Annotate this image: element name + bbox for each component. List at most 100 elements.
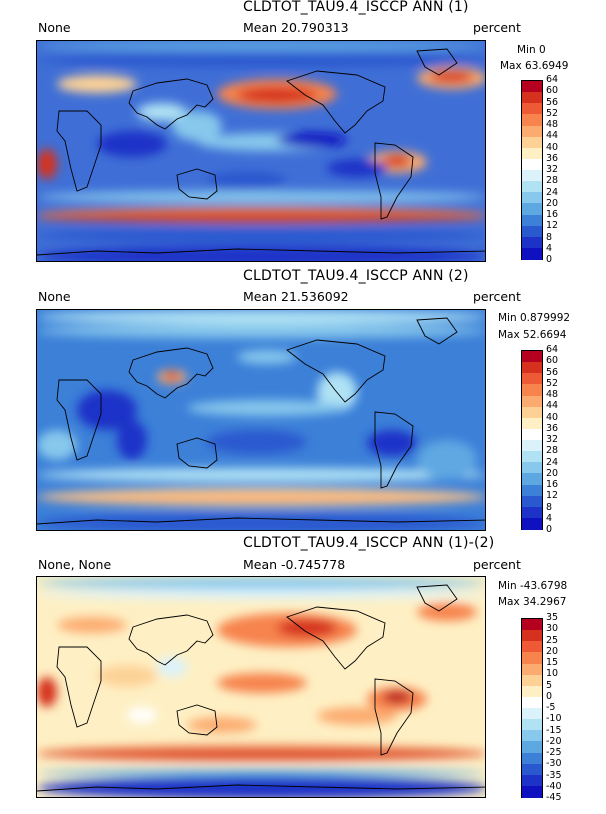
colorbar-tick-label: 44 <box>546 400 559 412</box>
coastline <box>286 606 386 670</box>
colorbar-tick-label: 16 <box>546 479 559 490</box>
units-label: percent <box>473 289 521 304</box>
field-region <box>237 350 297 364</box>
mean-label: Mean 21.536092 <box>243 289 349 304</box>
mean-label: Mean -0.745778 <box>243 557 346 572</box>
coastline <box>56 646 102 728</box>
field-region <box>37 769 485 777</box>
colorbar-segment <box>522 417 542 430</box>
colorbar-segment <box>522 406 542 419</box>
mean-label: Mean 20.790313 <box>243 20 349 35</box>
colorbar-tick-label: -35 <box>546 769 562 781</box>
colorbar-segment <box>522 395 542 408</box>
colorbar-segment <box>522 462 542 474</box>
field-region <box>57 75 137 93</box>
min-label: Min 0.879992 <box>498 312 571 324</box>
field-region <box>77 390 137 430</box>
coastline <box>128 78 214 130</box>
coastline <box>176 168 218 200</box>
colorbar-segment <box>522 362 542 374</box>
field-region <box>367 430 417 456</box>
colorbar-segment <box>522 652 542 665</box>
colorbar-segment <box>522 741 542 754</box>
colorbar-segment <box>522 170 542 182</box>
colorbar-segment <box>522 225 542 238</box>
colorbar-segment <box>522 247 542 260</box>
field-region <box>327 159 387 177</box>
colorbar-tick-label: 32 <box>546 434 559 445</box>
colorbar-tick-label: -25 <box>546 747 562 758</box>
field-region <box>277 619 337 637</box>
colorbar-segment <box>522 785 542 798</box>
colorbar-segment <box>522 674 542 687</box>
colorbar-segment <box>522 685 542 698</box>
colorbar-segment <box>522 373 542 385</box>
colorbar <box>521 618 543 798</box>
field-region <box>165 372 179 380</box>
colorbar-tick-label: 0 <box>546 524 553 535</box>
field-region <box>37 677 57 707</box>
panel-title: CLDTOT_TAU9.4_ISCCP ANN (1) <box>243 0 469 15</box>
colorbar-tick-label: 44 <box>546 130 559 142</box>
colorbar-segment <box>522 630 542 642</box>
map-plot <box>36 40 486 262</box>
colorbar-segment <box>522 506 542 519</box>
max-label: Max 34.2967 <box>498 596 567 608</box>
coastline <box>176 437 218 469</box>
colorbar-tick-label: 25 <box>546 634 559 646</box>
colorbar-tick-label: 36 <box>546 422 559 434</box>
coastlines <box>37 48 485 256</box>
colorbar-tick-label: 4 <box>546 242 553 254</box>
colorbar-tick-label: 36 <box>546 152 559 164</box>
colorbar-tick-label: 0 <box>546 690 553 702</box>
coastlines <box>37 317 485 525</box>
colorbar-tick-label: 32 <box>546 164 559 175</box>
coastline <box>37 248 485 256</box>
coastline <box>374 411 414 489</box>
colorbar-segment <box>522 181 542 193</box>
colorbar-tick-label: -45 <box>546 792 562 803</box>
colorbar-tick-label: 40 <box>546 141 559 153</box>
colorbar-tick-label: 48 <box>546 389 559 400</box>
colorbar-segment <box>522 641 542 653</box>
colorbar-segment <box>522 484 542 497</box>
colorbar-segment <box>522 384 542 397</box>
colorbar-segment <box>522 203 542 216</box>
colorbar-segment <box>522 192 542 204</box>
colorbar-tick-label: 52 <box>546 377 559 389</box>
colorbar-segment <box>522 719 542 731</box>
colorbar-segment <box>522 696 542 709</box>
field-region <box>57 617 127 633</box>
colorbar-segment <box>522 236 542 249</box>
field-region <box>37 777 485 797</box>
colorbar-tick-label: 8 <box>546 231 553 243</box>
field-region <box>137 103 187 121</box>
colorbar-segment <box>522 125 542 138</box>
colorbar-segment <box>522 473 542 486</box>
colorbar-segment <box>522 147 542 160</box>
colorbar-tick-label: 5 <box>546 679 553 691</box>
field-region <box>317 707 397 725</box>
case-label: None <box>38 289 71 304</box>
coastline <box>416 584 458 612</box>
coastline <box>37 784 485 792</box>
colorbar-tick-label: 12 <box>546 220 559 232</box>
colorbar-segment <box>522 763 542 776</box>
colorbar <box>521 350 543 530</box>
colorbar-tick-label: 10 <box>546 668 559 680</box>
case-label: None <box>38 20 71 35</box>
coastline <box>286 70 386 134</box>
colorbar-segment <box>522 103 542 115</box>
field-region <box>117 420 147 460</box>
field-region <box>37 310 485 324</box>
colorbar-tick-label: 20 <box>546 467 559 479</box>
field-region <box>37 589 485 599</box>
field-region <box>37 228 485 243</box>
field-region <box>383 691 411 703</box>
field-region <box>277 133 347 147</box>
field-region <box>37 513 485 530</box>
min-label: Min -43.6798 <box>498 580 568 592</box>
field-region <box>37 468 485 482</box>
colorbar-segment <box>522 774 542 787</box>
coastline <box>374 142 414 220</box>
